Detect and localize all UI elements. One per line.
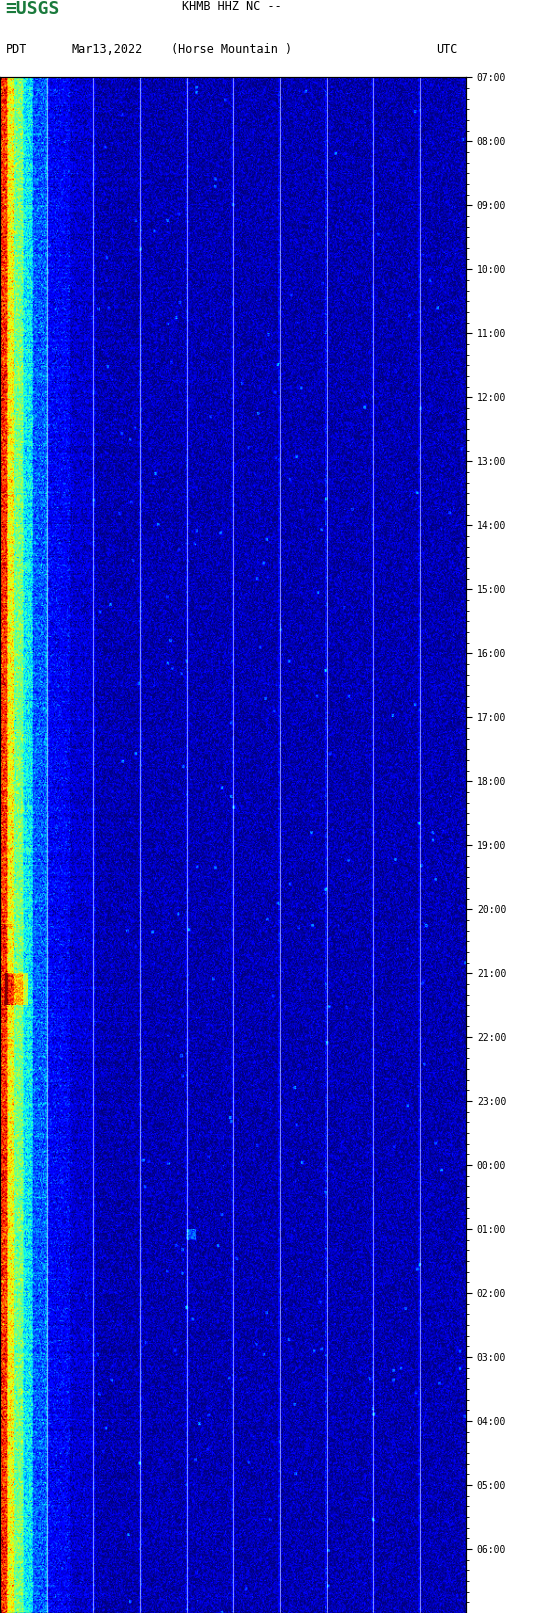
Text: UTC: UTC: [436, 42, 458, 55]
Text: (Horse Mountain ): (Horse Mountain ): [171, 42, 293, 55]
Text: KHMB HHZ NC --: KHMB HHZ NC --: [182, 0, 282, 13]
Text: ≡USGS: ≡USGS: [6, 0, 60, 18]
Text: PDT: PDT: [6, 42, 27, 55]
Text: Mar13,2022: Mar13,2022: [72, 42, 143, 55]
